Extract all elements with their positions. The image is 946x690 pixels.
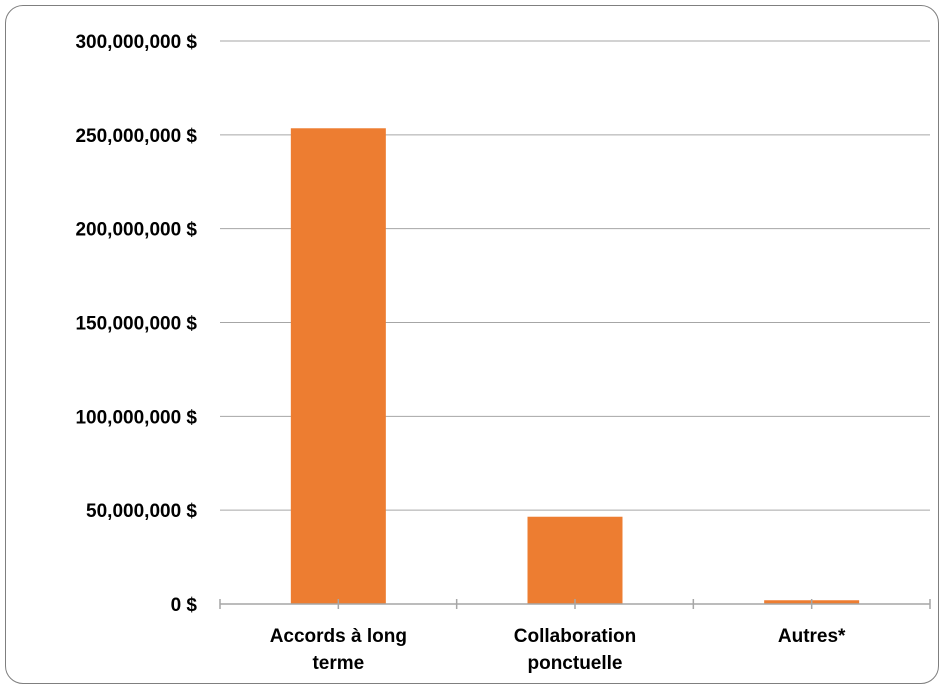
y-tick-label: 0 $ bbox=[171, 595, 198, 616]
bar bbox=[527, 516, 623, 604]
bar bbox=[290, 128, 386, 604]
y-tick-label: 200,000,000 $ bbox=[75, 220, 197, 241]
chart-frame bbox=[5, 5, 939, 684]
y-tick-label: 300,000,000 $ bbox=[75, 32, 197, 53]
x-tick-label: Collaboration bbox=[514, 626, 636, 647]
x-tick-label: Accords à long bbox=[270, 626, 407, 647]
y-tick-label: 100,000,000 $ bbox=[75, 407, 197, 428]
x-tick-label: terme bbox=[312, 653, 364, 674]
x-tick-label: ponctuelle bbox=[527, 653, 622, 674]
y-tick-label: 150,000,000 $ bbox=[75, 314, 197, 335]
x-tick-label: Autres* bbox=[778, 626, 846, 647]
y-tick-label: 50,000,000 $ bbox=[86, 501, 197, 522]
y-tick-label: 250,000,000 $ bbox=[75, 126, 197, 147]
